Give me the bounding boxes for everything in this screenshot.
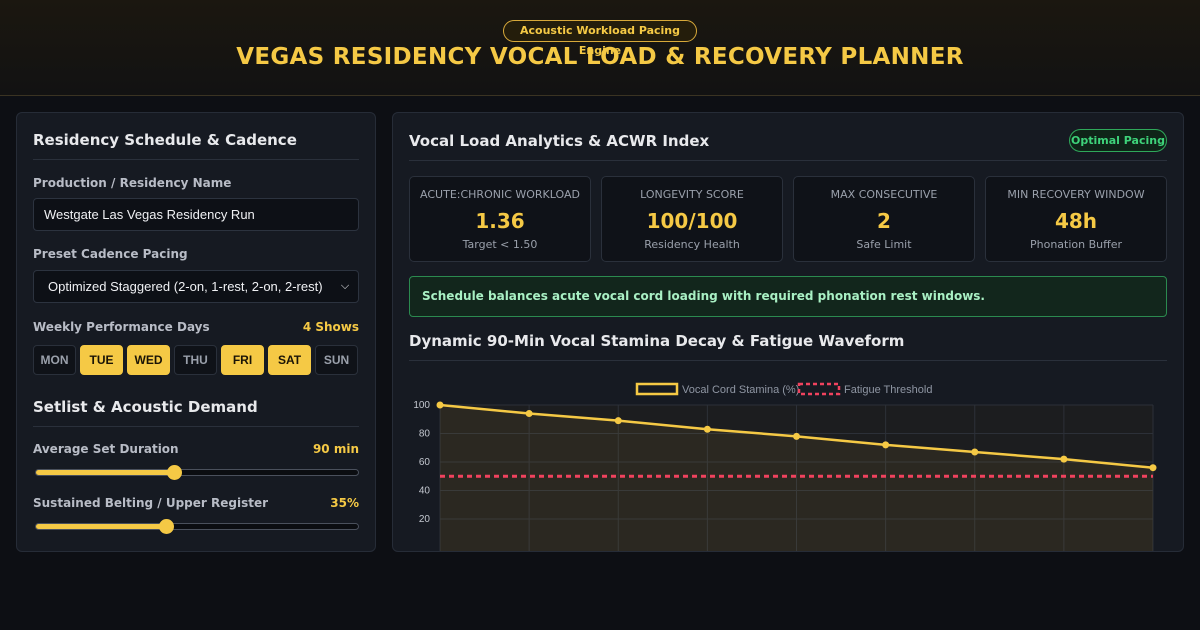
divider xyxy=(409,160,1167,161)
schedule-section-title: Residency Schedule & Cadence xyxy=(33,131,297,149)
schedule-alert: Schedule balances acute vocal cord loadi… xyxy=(409,276,1167,317)
y-tick-label: 20 xyxy=(419,514,431,525)
kpi-card-max-consecutive: MAX CONSECUTIVE 2 Safe Limit xyxy=(793,176,975,262)
y-tick-label: 40 xyxy=(419,486,431,497)
legend-label-stamina: Vocal Cord Stamina (%) xyxy=(682,384,799,396)
y-tick-label: 100 xyxy=(413,400,430,411)
day-toggle-sun[interactable]: SUN xyxy=(315,345,358,375)
stamina-point xyxy=(793,432,800,440)
kpi-subtext: Phonation Buffer xyxy=(1029,238,1122,251)
y-tick-label: 80 xyxy=(419,429,431,440)
day-toggle-tue[interactable]: TUE xyxy=(80,345,123,375)
stamina-point xyxy=(436,401,444,409)
days-label: Weekly Performance Days xyxy=(33,320,210,334)
belting-slider-thumb[interactable] xyxy=(159,519,175,534)
cadence-label: Preset Cadence Pacing xyxy=(33,247,188,261)
stamina-point xyxy=(1060,455,1068,463)
cadence-select-value: Optimized Staggered (2-on, 1-rest, 2-on,… xyxy=(48,279,323,294)
cadence-select[interactable]: Optimized Staggered (2-on, 1-rest, 2-on,… xyxy=(33,270,359,303)
duration-slider-fill xyxy=(36,470,175,475)
divider xyxy=(33,159,359,160)
kpi-label: MIN RECOVERY WINDOW xyxy=(1007,188,1145,201)
legend-swatch-threshold xyxy=(797,382,841,396)
analytics-title: Vocal Load Analytics & ACWR Index xyxy=(409,132,710,150)
kpi-card-longevity: LONGEVITY SCORE 100/100 Residency Health xyxy=(601,176,783,262)
stamina-point xyxy=(882,441,890,449)
kpi-label: MAX CONSECUTIVE xyxy=(830,188,938,201)
setlist-section-title: Setlist & Acoustic Demand xyxy=(33,398,258,416)
show-count: 4 Shows xyxy=(302,320,359,334)
kpi-value: 48h xyxy=(1054,209,1098,233)
stamina-point xyxy=(971,448,979,456)
stamina-area xyxy=(440,405,1153,551)
belting-value: 35% xyxy=(330,496,359,510)
schedule-panel: Residency Schedule & Cadence Production … xyxy=(16,112,376,552)
duration-slider-thumb[interactable] xyxy=(167,465,183,480)
production-label: Production / Residency Name xyxy=(33,176,232,190)
stamina-point xyxy=(525,410,533,418)
stamina-point xyxy=(703,425,711,433)
day-toggle-fri[interactable]: FRI xyxy=(221,345,264,375)
kpi-value: 2 xyxy=(877,209,891,233)
kpi-value: 100/100 xyxy=(646,209,738,233)
duration-label: Average Set Duration xyxy=(33,442,179,456)
kpi-subtext: Safe Limit xyxy=(856,238,912,251)
page-header: Acoustic Workload Pacing Engine VEGAS RE… xyxy=(0,0,1200,96)
kpi-card-acwr: ACUTE:CHRONIC WORKLOAD 1.36 Target < 1.5… xyxy=(409,176,591,262)
belting-slider[interactable] xyxy=(35,519,359,534)
kpi-subtext: Residency Health xyxy=(644,238,740,251)
day-toggle-wed[interactable]: WED xyxy=(127,345,170,375)
divider xyxy=(409,360,1167,361)
stamina-chart: 20 40 60 80 100 Vocal Cord Stamina (%) Fatigue… xyxy=(413,382,1157,551)
y-tick-label: 60 xyxy=(419,457,431,468)
belting-slider-fill xyxy=(36,524,167,529)
chart-title: Dynamic 90-Min Vocal Stamina Decay & Fat… xyxy=(409,332,905,350)
kpi-label: LONGEVITY SCORE xyxy=(640,188,744,201)
production-name-input[interactable]: Westgate Las Vegas Residency Run xyxy=(33,198,359,231)
legend-label-threshold: Fatigue Threshold xyxy=(844,384,932,396)
kpi-value: 1.36 xyxy=(475,209,525,233)
duration-slider[interactable] xyxy=(35,465,359,480)
page-title: VEGAS RESIDENCY VOCAL LOAD & RECOVERY PL… xyxy=(236,44,964,70)
belting-label: Sustained Belting / Upper Register xyxy=(33,496,269,510)
kpi-subtext: Target < 1.50 xyxy=(462,238,538,251)
day-toggle-sat[interactable]: SAT xyxy=(268,345,311,375)
stamina-point xyxy=(614,417,622,425)
analytics-panel: Vocal Load Analytics & ACWR Index Optima… xyxy=(392,112,1184,552)
day-toggle-mon[interactable]: MON xyxy=(33,345,76,375)
status-badge: Optimal Pacing xyxy=(1069,129,1167,152)
legend-swatch-stamina xyxy=(635,382,679,396)
engine-badge: Acoustic Workload Pacing Engine xyxy=(503,20,697,57)
kpi-card-recovery-window: MIN RECOVERY WINDOW 48h Phonation Buffer xyxy=(985,176,1167,262)
duration-value: 90 min xyxy=(312,442,359,456)
chevron-down-icon: ⌵ xyxy=(338,271,352,302)
divider xyxy=(33,426,359,427)
day-toggle-thu[interactable]: THU xyxy=(174,345,217,375)
kpi-label: ACUTE:CHRONIC WORKLOAD xyxy=(420,188,580,201)
stamina-point xyxy=(1149,464,1157,472)
